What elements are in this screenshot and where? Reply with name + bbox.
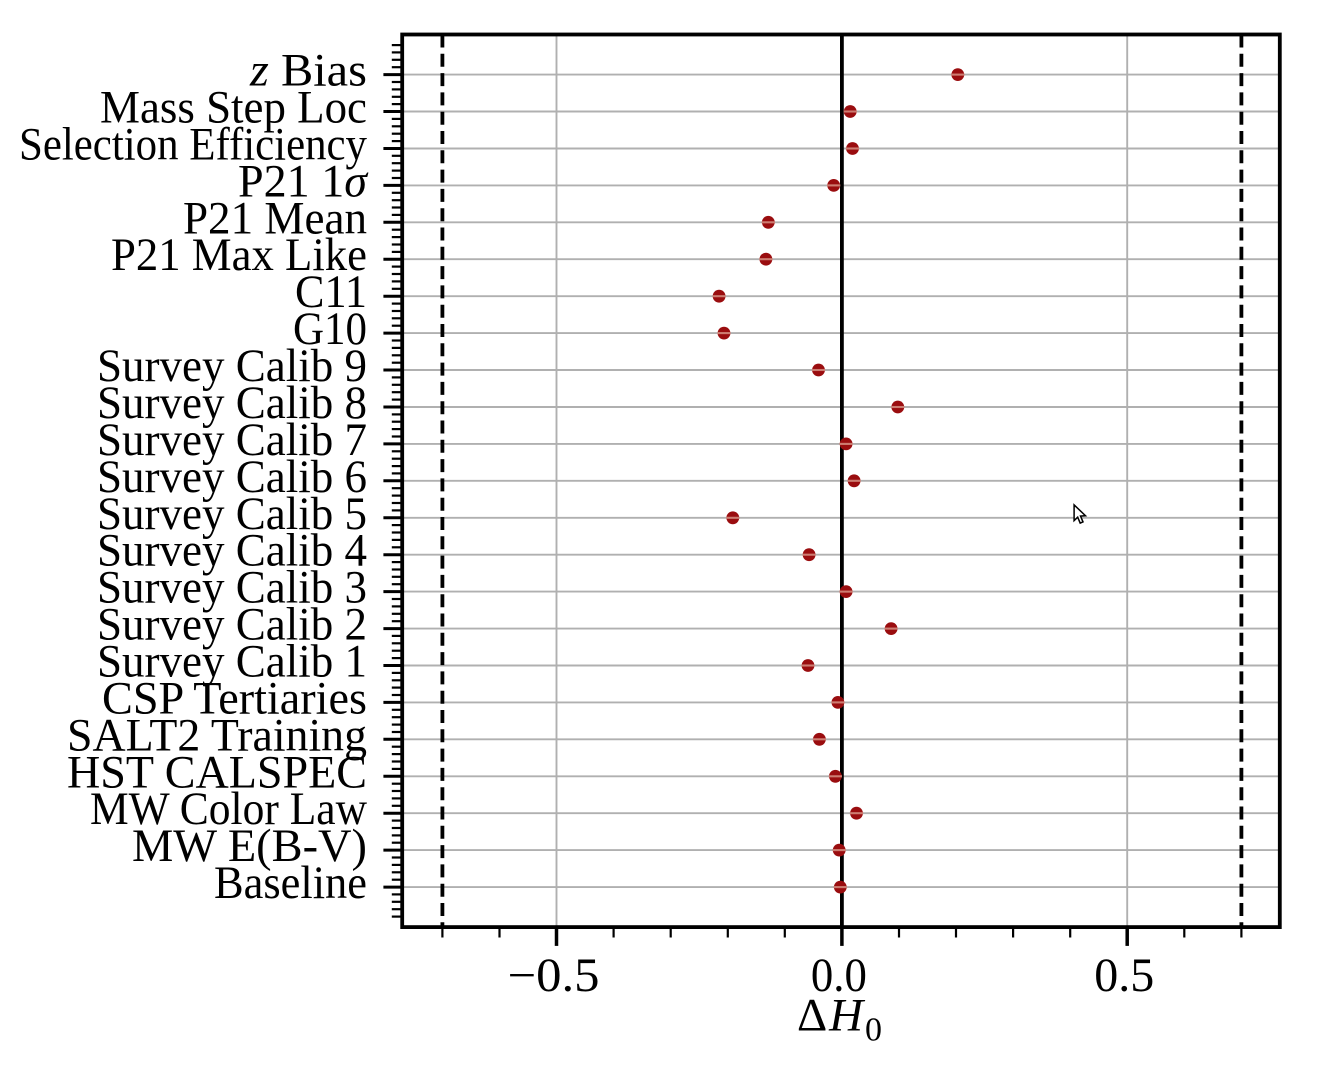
svg-text:Survey Calib 4: Survey Calib 4 [97,526,367,577]
svg-text:Survey Calib 3: Survey Calib 3 [97,563,367,614]
svg-text:HST CALSPEC: HST CALSPEC [67,747,367,798]
svg-text:Survey Calib 8: Survey Calib 8 [97,378,367,429]
svg-text:Baseline: Baseline [214,858,367,909]
svg-text:z Bias: z Bias [249,46,367,97]
svg-text:SALT2 Training: SALT2 Training [67,710,367,761]
svg-text:P21 Max Like: P21 Max Like [111,230,367,281]
svg-text:CSP Tertiaries: CSP Tertiaries [102,673,367,724]
svg-text:Survey Calib 7: Survey Calib 7 [97,415,367,466]
svg-text:C11: C11 [295,267,367,318]
svg-text:0.5: 0.5 [1094,949,1154,1002]
svg-text:ΔH0: ΔH0 [797,990,882,1049]
svg-text:0.0: 0.0 [811,949,867,1002]
svg-text:P21 1σ: P21 1σ [238,156,369,207]
svg-text:Survey Calib 5: Survey Calib 5 [97,489,367,540]
svg-text:−0.5: −0.5 [508,949,600,1002]
svg-text:Survey Calib 6: Survey Calib 6 [97,452,367,503]
svg-text:Selection Efficiency: Selection Efficiency [19,120,368,171]
svg-text:Survey Calib 9: Survey Calib 9 [97,341,367,392]
svg-text:Survey Calib 1: Survey Calib 1 [97,637,367,688]
svg-text:MW Color Law: MW Color Law [90,784,367,835]
svg-text:Survey Calib 2: Survey Calib 2 [97,600,367,651]
svg-text:G10: G10 [293,304,367,355]
svg-text:P21 Mean: P21 Mean [183,193,367,244]
svg-text:MW E(B-V): MW E(B-V) [132,821,367,872]
svg-text:Mass Step Loc: Mass Step Loc [100,83,367,134]
